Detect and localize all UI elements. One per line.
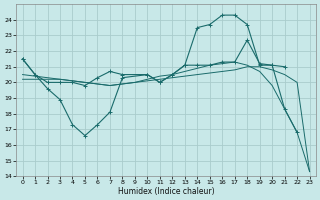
X-axis label: Humidex (Indice chaleur): Humidex (Indice chaleur): [118, 187, 214, 196]
